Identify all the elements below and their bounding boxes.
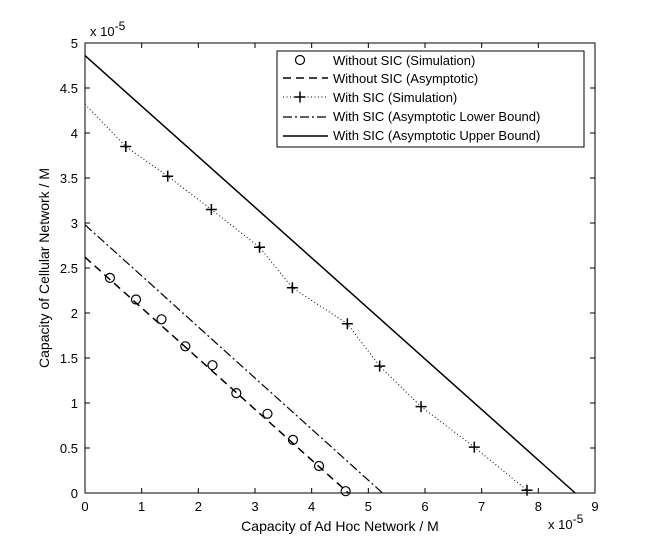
data-point-circle bbox=[207, 360, 218, 371]
series-line bbox=[84, 55, 576, 494]
data-point-circle bbox=[130, 294, 142, 305]
x-axis-multiplier: x 10-5 bbox=[548, 512, 584, 532]
series-0 bbox=[104, 272, 351, 497]
legend-label: Without SIC (Asymptotic) bbox=[333, 71, 478, 86]
series-layer bbox=[84, 55, 576, 497]
data-point-circle bbox=[262, 408, 273, 419]
data-point-circle bbox=[104, 272, 116, 283]
x-tick-label: 8 bbox=[535, 499, 542, 514]
x-tick-label: 0 bbox=[81, 499, 88, 514]
y-tick-label: 1 bbox=[71, 396, 78, 411]
legend-entry-without-sic-simulation: Without SIC (Simulation) bbox=[294, 53, 475, 68]
x-tick-label: 2 bbox=[195, 499, 202, 514]
y-tick-label: 3 bbox=[71, 216, 78, 231]
x-tick-label: 3 bbox=[251, 499, 258, 514]
x-tick-label: 9 bbox=[591, 499, 598, 514]
legend-label: Without SIC (Simulation) bbox=[333, 53, 475, 68]
legend-entry-without-sic-asymptotic: Without SIC (Asymptotic) bbox=[283, 71, 478, 86]
data-point-plus bbox=[205, 204, 217, 215]
data-point-plus bbox=[415, 401, 427, 413]
x-tick-label: 4 bbox=[308, 499, 315, 514]
y-axis-multiplier: x 10-5 bbox=[90, 19, 126, 39]
x-tick-label: 6 bbox=[421, 499, 428, 514]
legend: Without SIC (Simulation) Without SIC (As… bbox=[276, 50, 585, 148]
axis-ticks: 0 1 2 3 4 5 6 7 8 9 0 0.5 1 1.5 2 2.5 3 3.5 4 4.5 5 bbox=[60, 36, 599, 514]
y-tick-label: 2.5 bbox=[60, 261, 78, 276]
y-tick-label: 4.5 bbox=[60, 81, 78, 96]
legend-circle-marker bbox=[294, 54, 306, 66]
data-point-circle bbox=[231, 388, 242, 399]
legend-label: With SIC (Simulation) bbox=[333, 90, 457, 105]
series-line bbox=[84, 224, 383, 494]
data-point-plus bbox=[254, 241, 266, 253]
x-tick-label: 1 bbox=[138, 499, 145, 514]
x-tick-label: 7 bbox=[478, 499, 485, 514]
data-point-circle bbox=[313, 460, 325, 472]
data-point-circle bbox=[180, 341, 191, 352]
legend-entry-with-sic-simulation: With SIC (Simulation) bbox=[283, 90, 457, 105]
data-point-plus bbox=[120, 141, 132, 152]
series-line bbox=[84, 256, 350, 494]
y-tick-label: 5 bbox=[71, 36, 78, 51]
y-tick-label: 0 bbox=[71, 486, 78, 501]
data-point-plus bbox=[521, 484, 533, 496]
series-2 bbox=[84, 103, 533, 496]
legend-entry-with-sic-upper-bound: With SIC (Asymptotic Upper Bound) bbox=[283, 128, 540, 143]
data-point-plus bbox=[341, 318, 353, 330]
x-axis-label: Capacity of Ad Hoc Network / M bbox=[241, 518, 439, 534]
legend-plus-marker bbox=[294, 91, 306, 103]
data-point-plus bbox=[374, 360, 386, 372]
legend-entry-with-sic-lower-bound: With SIC (Asymptotic Lower Bound) bbox=[283, 109, 540, 124]
y-tick-label: 2 bbox=[71, 306, 78, 321]
series-3 bbox=[84, 224, 383, 494]
legend-label: With SIC (Asymptotic Upper Bound) bbox=[333, 128, 540, 143]
y-tick-label: 4 bbox=[71, 126, 78, 141]
series-1 bbox=[84, 256, 350, 494]
data-point-plus bbox=[468, 441, 480, 453]
legend-box bbox=[276, 50, 585, 148]
x-tick-label: 5 bbox=[365, 499, 372, 514]
y-tick-label: 3.5 bbox=[60, 171, 78, 186]
data-point-circle bbox=[156, 314, 167, 325]
y-tick-label: 1.5 bbox=[60, 351, 78, 366]
y-tick-label: 0.5 bbox=[60, 441, 78, 456]
legend-label: With SIC (Asymptotic Lower Bound) bbox=[333, 109, 540, 124]
data-point-plus bbox=[162, 170, 174, 182]
series-4 bbox=[84, 55, 576, 494]
data-point-plus bbox=[286, 282, 298, 294]
y-axis-label: Capacity of Cellular Network / M bbox=[36, 168, 52, 368]
data-point-circle bbox=[340, 486, 351, 497]
